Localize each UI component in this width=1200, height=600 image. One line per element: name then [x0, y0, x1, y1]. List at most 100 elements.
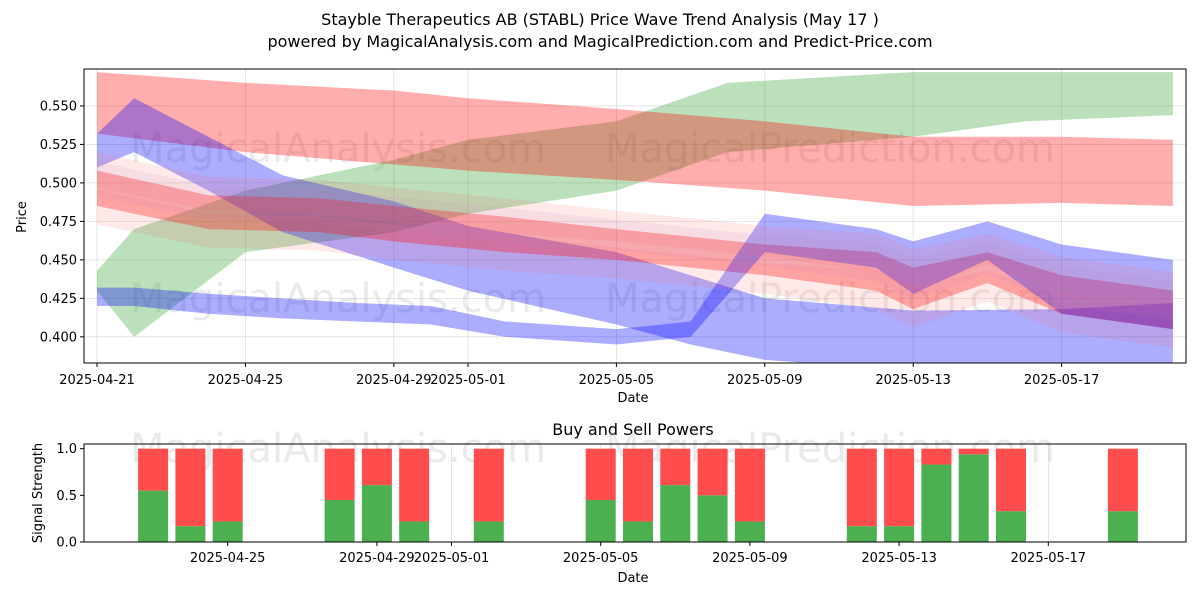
- power-bar-2025-05-05: [585, 448, 616, 542]
- power-x-axis: 2025-04-25 2025-04-29 2025-05-01 2025-05-05…: [190, 542, 1086, 566]
- sell-bar: [212, 448, 243, 522]
- buy-bar: [884, 526, 915, 542]
- x-tick-label: 2025-04-25: [190, 551, 266, 566]
- sell-bar: [846, 448, 877, 527]
- power-bars: [138, 448, 1138, 542]
- y-tick-label: 0.475: [40, 215, 77, 230]
- power-bar-2025-04-25: [212, 448, 243, 542]
- band-red-band-2: [97, 170, 1173, 330]
- power-bar-2025-05-16: [996, 448, 1026, 542]
- power-chart-title: Buy and Sell Powers: [552, 420, 714, 439]
- power-chart-frame: [83, 443, 1187, 543]
- buy-bar: [138, 490, 169, 542]
- buy-bar: [697, 495, 728, 542]
- x-tick-label: 2025-04-21: [59, 373, 135, 388]
- x-tick-label: 2025-05-17: [1024, 373, 1100, 388]
- x-tick-label: 2025-05-09: [712, 551, 788, 566]
- price-x-axis: 2025-04-21 2025-04-25 2025-04-292025-05-01…: [59, 363, 1099, 388]
- y-tick-label: 0.400: [40, 330, 77, 345]
- y-tick-label: 0.525: [40, 138, 77, 153]
- price-y-label: Price: [15, 201, 30, 233]
- watermark-text: MagicalAnalysis.com: [130, 126, 546, 172]
- x-tick-label: 2025-05-09: [727, 373, 803, 388]
- sell-bar: [697, 448, 728, 496]
- price-bands: [97, 72, 1173, 363]
- power-y-axis: 0.0 0.5 1.0: [56, 442, 84, 551]
- band-overlay: [97, 152, 1173, 311]
- power-bar-2025-04-28: [324, 448, 355, 542]
- x-tick-label: 2025-05-01: [414, 551, 490, 566]
- sell-bar: [585, 448, 616, 500]
- sell-bar: [175, 448, 206, 527]
- x-tick-label: 2025-05-01: [430, 373, 506, 388]
- power-bar-2025-05-19: [1107, 448, 1138, 542]
- x-tick-label: 2025-05-13: [861, 551, 937, 566]
- band-overlay: [97, 189, 1173, 348]
- power-bar-2025-05-08: [697, 448, 728, 542]
- y-tick-label: 0.550: [40, 99, 77, 114]
- buy-bar: [175, 526, 206, 542]
- price-x-label: Date: [617, 391, 648, 406]
- watermark-text: MagicalPrediction.com: [605, 126, 1055, 172]
- y-tick-label: 0.0: [56, 536, 77, 551]
- band-blue-band-1: [97, 98, 1173, 363]
- power-bar-2025-04-30: [399, 448, 430, 542]
- buy-bar: [212, 521, 243, 542]
- buy-bar: [361, 485, 392, 542]
- watermark-text: MagicalAnalysis.com: [130, 276, 546, 322]
- x-tick-label: 2025-04-29: [356, 373, 432, 388]
- power-bar-2025-05-12: [846, 448, 877, 542]
- power-bar-2025-05-07: [660, 448, 691, 542]
- power-bar-2025-04-23: [138, 448, 169, 542]
- y-tick-label: 1.0: [56, 442, 77, 457]
- power-bar-2025-05-09: [734, 448, 765, 542]
- price-chart-watermarks: MagicalAnalysis.com MagicalPrediction.com…: [130, 126, 1055, 322]
- x-tick-label: 2025-04-29: [339, 551, 415, 566]
- chart-subtitle: powered by MagicalAnalysis.com and Magic…: [267, 32, 932, 51]
- buy-bar: [585, 500, 616, 542]
- x-tick-label: 2025-05-17: [1011, 551, 1087, 566]
- power-y-label: Signal Strength: [31, 443, 46, 543]
- power-bar-2025-05-14: [921, 448, 952, 542]
- buy-bar: [473, 521, 504, 542]
- buy-bar: [623, 521, 653, 542]
- price-chart-grid: [84, 69, 1186, 363]
- buy-bar: [734, 521, 765, 542]
- sell-bar: [958, 448, 989, 455]
- buy-bar: [921, 464, 952, 542]
- band-green-band-1: [97, 72, 1173, 337]
- buy-bar: [996, 511, 1026, 542]
- buy-bar: [958, 454, 989, 542]
- power-bar-2025-05-13: [884, 448, 915, 542]
- x-tick-label: 2025-05-05: [563, 551, 639, 566]
- sell-bar: [660, 448, 691, 486]
- sell-bar: [361, 448, 392, 486]
- y-tick-label: 0.450: [40, 253, 77, 268]
- chart-title: Stayble Therapeutics AB (STABL) Price Wa…: [321, 10, 879, 29]
- sell-bar: [623, 448, 653, 522]
- band-overlay: [97, 161, 1173, 320]
- y-tick-label: 0.425: [40, 292, 77, 307]
- buy-bar: [1107, 511, 1138, 542]
- band-group: [97, 72, 1173, 363]
- buy-bar: [324, 500, 355, 542]
- y-tick-label: 0.5: [56, 489, 77, 504]
- power-bar-2025-05-02: [473, 448, 504, 542]
- sell-bar: [996, 448, 1026, 512]
- band-blue-band-2: [97, 213, 1173, 345]
- buy-bar: [399, 521, 430, 542]
- price-y-axis: 0.400 0.425 0.450 0.475 0.500 0.525 0.550: [40, 99, 84, 345]
- price-chart-frame: [83, 68, 1187, 364]
- sell-bar: [399, 448, 430, 522]
- band-red-band-1: [97, 72, 1173, 206]
- x-tick-label: 2025-05-13: [875, 373, 951, 388]
- buy-bar: [846, 526, 877, 542]
- sell-bar: [884, 448, 915, 527]
- sell-bar: [324, 448, 355, 500]
- sell-bar: [138, 448, 169, 491]
- sell-bar: [734, 448, 765, 522]
- x-tick-label: 2025-04-25: [208, 373, 284, 388]
- power-bar-2025-05-06: [623, 448, 653, 542]
- watermark-text: MagicalPrediction.com: [605, 276, 1055, 322]
